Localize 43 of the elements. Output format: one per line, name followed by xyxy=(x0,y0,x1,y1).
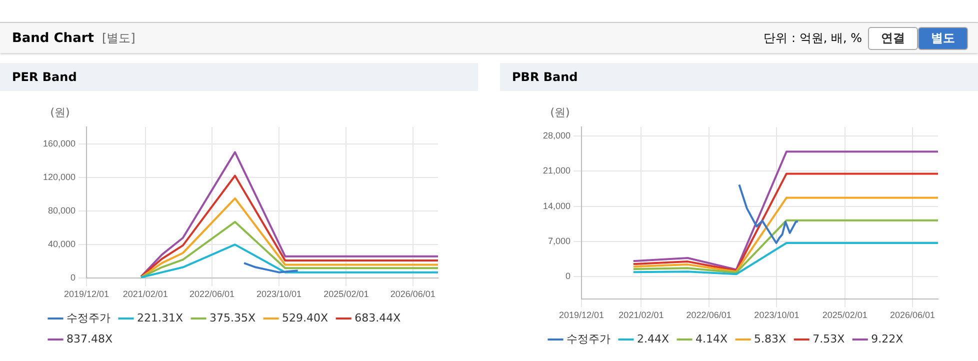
legend-label: 5.83X xyxy=(754,332,787,346)
x-tick-label: 2025/02/01 xyxy=(822,310,868,320)
chart-title: PBR Band xyxy=(500,63,978,91)
x-tick-label: 2026/06/01 xyxy=(890,310,936,320)
y-tick-label: 21,000 xyxy=(542,166,571,176)
y-tick-label: 160,000 xyxy=(42,138,76,148)
legend-label: 683.44X xyxy=(354,311,402,324)
legend-label: 4.14X xyxy=(696,332,728,346)
x-tick-label: 2019/12/01 xyxy=(64,289,110,300)
y-tick-label: 80,000 xyxy=(48,205,76,216)
legend-label: 375.35X xyxy=(210,311,256,324)
y-tick-label: 14,000 xyxy=(542,200,571,211)
x-tick-label: 2026/06/01 xyxy=(390,289,436,300)
chart-title: PER Band xyxy=(0,63,478,91)
text: Band Chart xyxy=(12,30,94,46)
y-tick-label: 28,000 xyxy=(542,130,571,141)
legend-label: 수정주가 xyxy=(566,332,610,346)
y-tick-label: 0 xyxy=(566,271,571,282)
text: 별도 xyxy=(918,26,968,50)
y-tick-label: 7,000 xyxy=(548,236,571,246)
legend-label: 221.31X xyxy=(137,311,184,324)
x-tick-label: 2025/02/01 xyxy=(324,289,369,300)
y-tick-label: 120,000 xyxy=(42,172,76,182)
x-tick-label: 2022/06/01 xyxy=(190,289,235,300)
x-tick-label: 2023/10/01 xyxy=(754,310,800,320)
text: [별도] xyxy=(102,30,136,46)
x-tick-label: 2023/10/01 xyxy=(256,289,302,300)
legend-label: 7.53X xyxy=(812,332,846,346)
legend-label: 2.44X xyxy=(637,332,670,346)
x-tick-label: 2019/12/01 xyxy=(559,310,604,320)
x-tick-label: 2021/02/01 xyxy=(618,310,664,320)
y-axis-title: (원) xyxy=(550,106,570,119)
legend-label: 837.48X xyxy=(66,332,113,346)
y-axis-title: (원) xyxy=(50,106,70,119)
text: 단위 : 억원, 배, % xyxy=(764,30,862,46)
x-tick-label: 2022/06/01 xyxy=(686,310,732,320)
legend-label: 529.40X xyxy=(282,311,329,324)
x-tick-label: 2021/02/01 xyxy=(122,289,168,300)
legend-label: 9.22X xyxy=(871,332,904,346)
legend-label: 수정주가 xyxy=(66,311,110,324)
y-tick-label: 40,000 xyxy=(48,239,76,250)
text: 연결 xyxy=(868,26,918,50)
y-tick-label: 0 xyxy=(70,272,76,283)
